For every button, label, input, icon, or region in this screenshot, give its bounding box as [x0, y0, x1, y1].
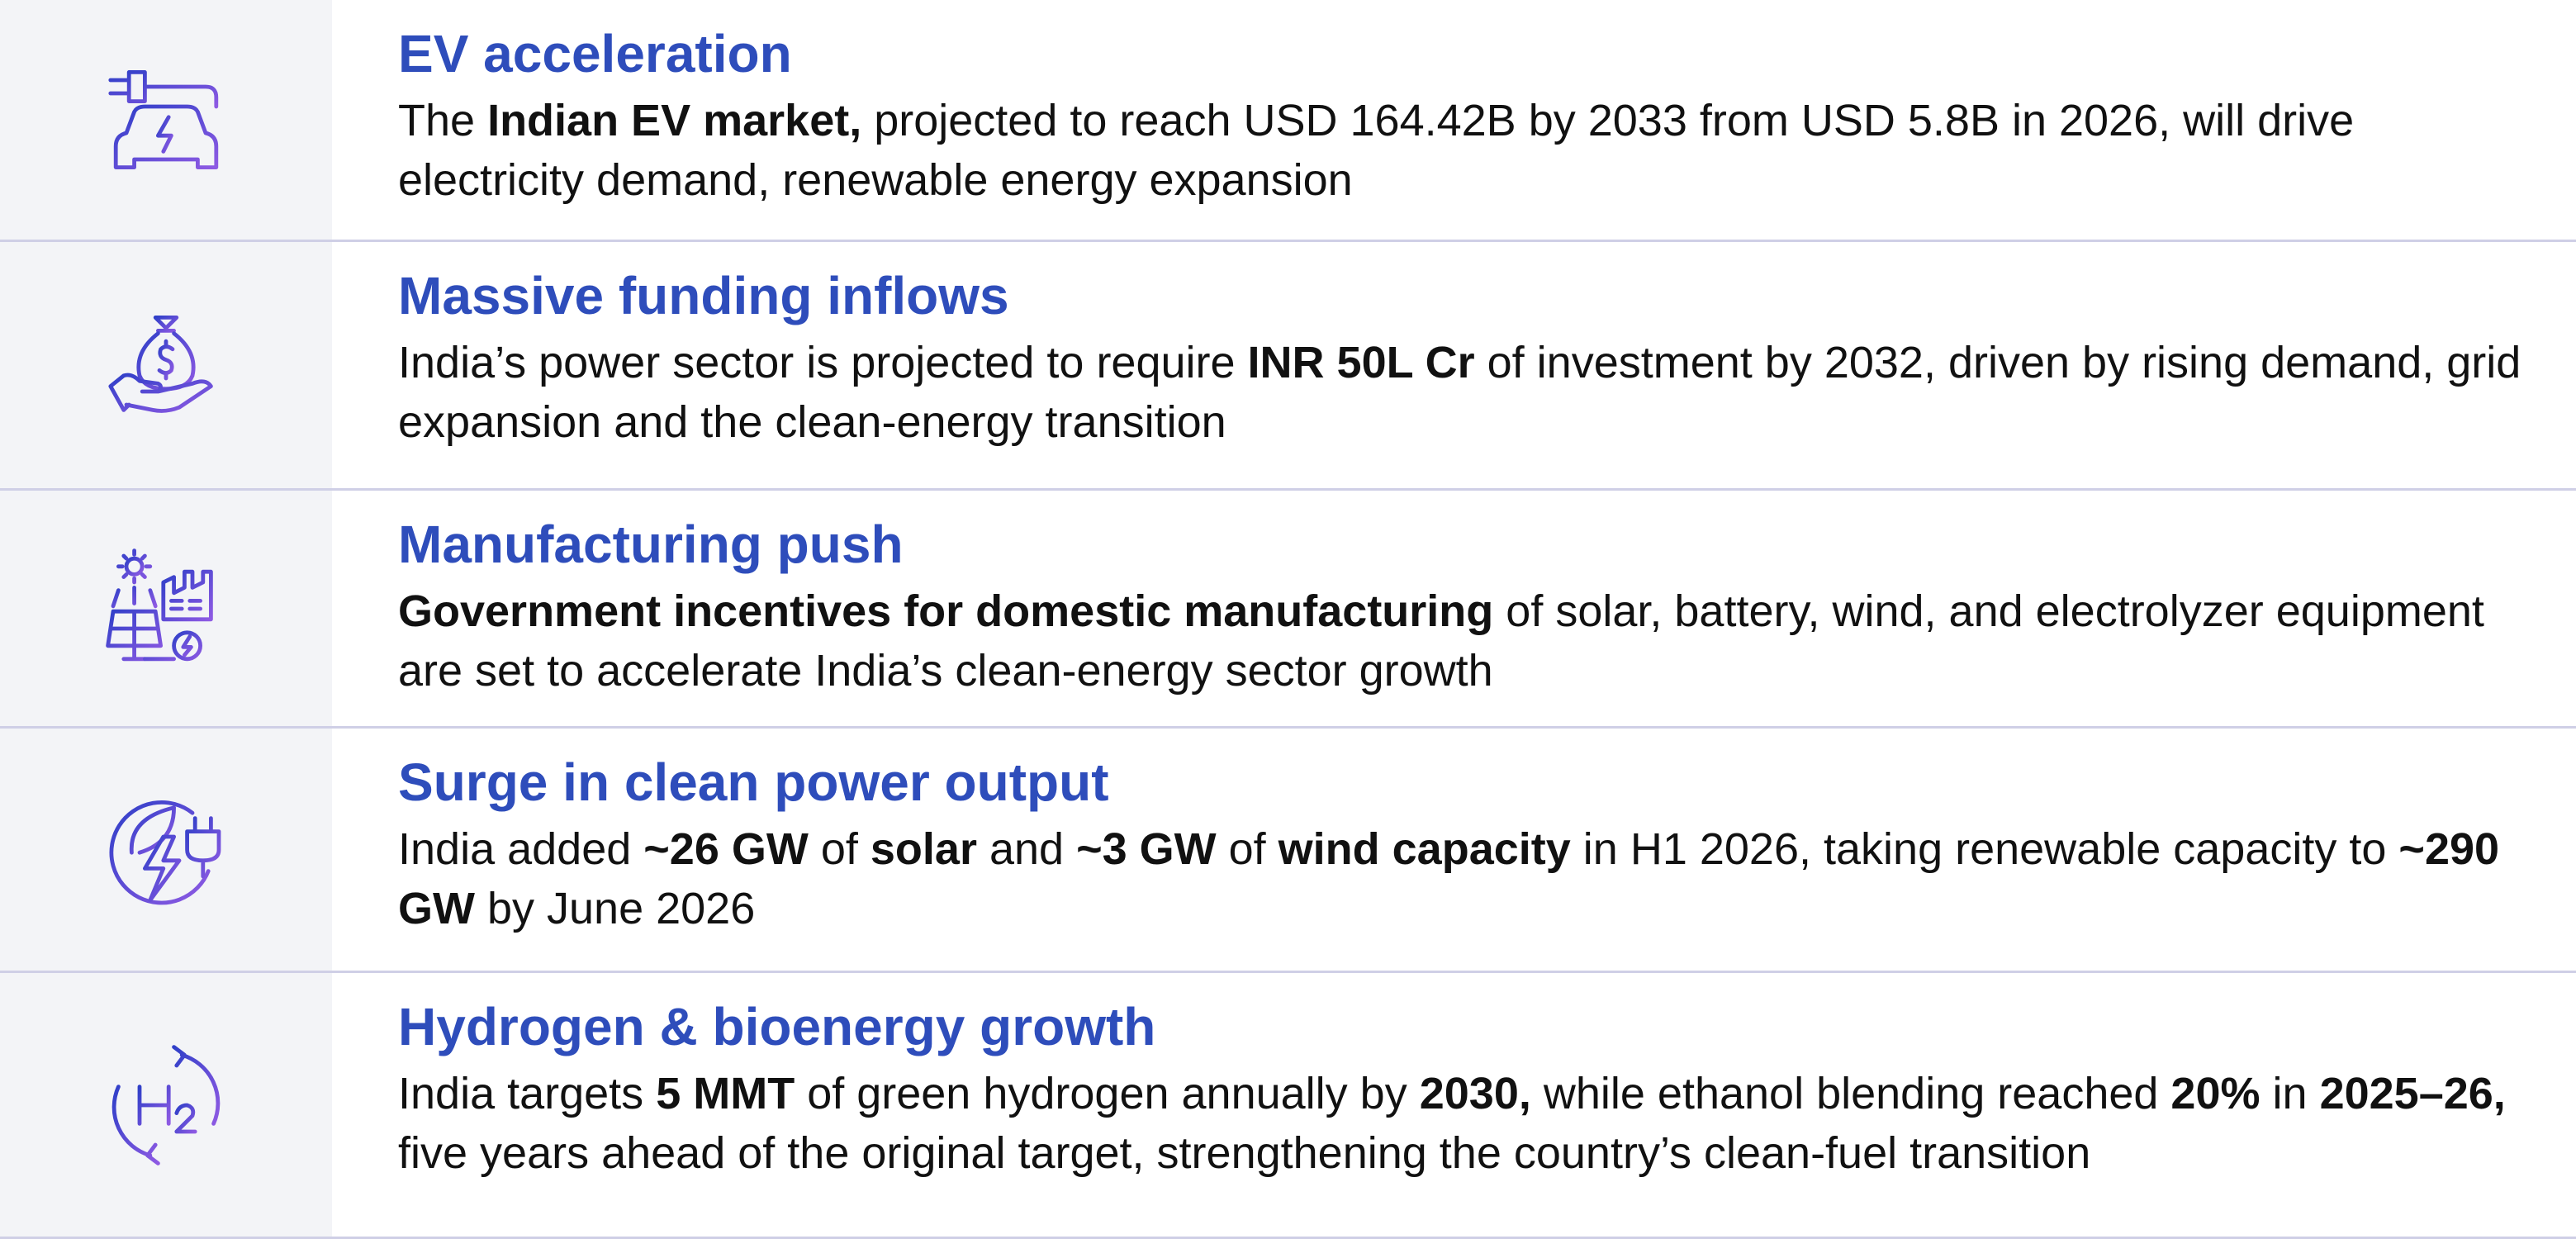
icon-cell [0, 491, 332, 726]
bold-text: ~26 GW [643, 824, 809, 874]
text: by June 2026 [474, 884, 756, 933]
icon-cell [0, 729, 332, 971]
bold-text: solar [870, 824, 977, 874]
row: Massive funding inflows India’s power se… [0, 242, 2576, 491]
row-title: EV acceleration [398, 24, 792, 83]
bold-text: wind capacity [1278, 824, 1571, 874]
icon-cell [0, 0, 332, 240]
bold-text: 5 MMT [656, 1069, 795, 1118]
row-title: Surge in clean power output [398, 752, 1109, 812]
row-title: Massive funding inflows [398, 266, 1009, 325]
bold-text: 2025–26, [2319, 1069, 2506, 1118]
content: Massive funding inflows India’s power se… [332, 242, 2545, 488]
bold-text: Indian EV market, [487, 96, 862, 145]
text: India’s power sector is projected to req… [398, 338, 1248, 387]
row-description: Government incentives for domestic manuf… [398, 582, 2529, 700]
content: Manufacturing push Government incentives… [332, 491, 2545, 726]
text: The [398, 96, 488, 145]
text: of solar, battery, wind, and electrolyze… [398, 586, 2484, 695]
text: of [1216, 824, 1279, 874]
row: Surge in clean power output India added … [0, 729, 2576, 973]
bold-text: ~3 GW [1076, 824, 1217, 874]
row-description: India’s power sector is projected to req… [398, 333, 2529, 452]
row-description: India targets 5 MMT of green hydrogen an… [398, 1064, 2529, 1183]
row: EV acceleration The Indian EV market, pr… [0, 0, 2576, 242]
text: in H1 2026, taking renewable capacity to [1570, 824, 2399, 874]
content: Hydrogen & bioenergy growth India target… [332, 973, 2545, 1237]
content: Surge in clean power output India added … [332, 729, 2545, 971]
clean-power-icon [109, 800, 221, 904]
bold-text: Government incentives for domestic manuf… [398, 586, 1494, 636]
row-title: Hydrogen & bioenergy growth [398, 997, 1156, 1056]
icon-cell [0, 973, 332, 1237]
row: Manufacturing push Government incentives… [0, 491, 2576, 729]
row: Hydrogen & bioenergy growth India target… [0, 973, 2576, 1239]
text: and [976, 824, 1077, 874]
bold-text: ~290 GW [398, 824, 2500, 933]
funding-icon [108, 316, 213, 413]
text: in [2260, 1069, 2320, 1118]
row-title: Manufacturing push [398, 515, 904, 574]
text: while ethanol blending reached [1530, 1069, 2171, 1118]
text: India added [398, 824, 644, 874]
row-description: The Indian EV market, projected to reach… [398, 91, 2529, 210]
ev-icon [108, 70, 219, 169]
text: of investment by 2032, driven by rising … [398, 338, 2521, 447]
text: five years ahead of the original target,… [398, 1128, 2091, 1178]
text: of green hydrogen annually by [795, 1069, 1420, 1118]
bold-text: 2030, [1419, 1069, 1531, 1118]
text: of [808, 824, 871, 874]
bold-text: 20% [2170, 1069, 2261, 1118]
bold-text: INR 50L Cr [1247, 338, 1475, 387]
text: India targets [398, 1069, 657, 1118]
manufacturing-icon [106, 548, 213, 661]
content: EV acceleration The Indian EV market, pr… [332, 0, 2545, 240]
text: projected to reach USD 164.42B by 2033 f… [398, 96, 2355, 205]
hydrogen-icon [111, 1044, 221, 1165]
row-description: India added ~26 GW of solar and ~3 GW of… [398, 819, 2529, 938]
icon-cell [0, 242, 332, 488]
